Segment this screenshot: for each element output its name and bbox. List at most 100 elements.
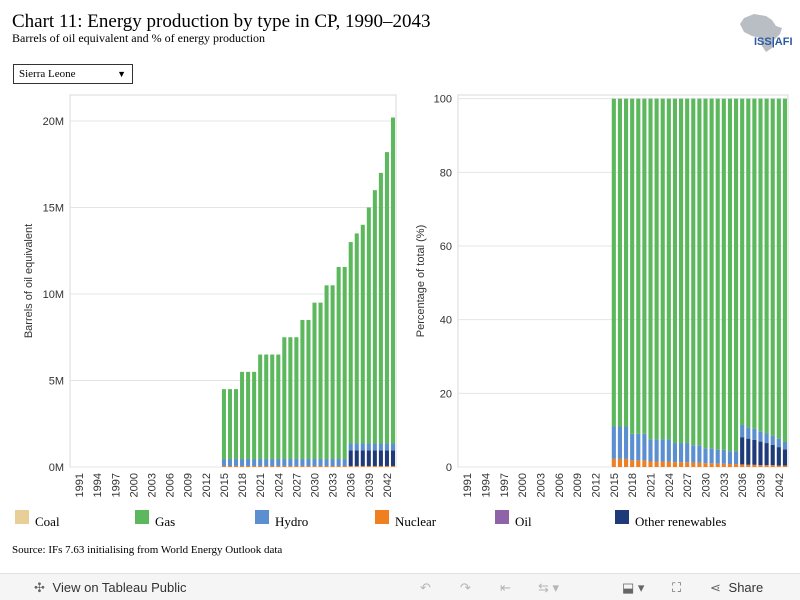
bar-segment-gas — [636, 98, 641, 434]
x-tick-label: 2030 — [310, 473, 322, 497]
bar-segment-nuclear — [348, 465, 353, 467]
bar-segment-hydro — [318, 459, 323, 466]
bar-segment-nuclear — [611, 458, 616, 467]
bar-segment-gas — [390, 117, 395, 444]
bar-segment-other-renewables — [746, 438, 751, 465]
y-tick-label: 20 — [440, 388, 452, 400]
bar-segment-gas — [282, 337, 287, 460]
bar-segment-gas — [666, 98, 671, 440]
bar-segment-hydro — [636, 433, 641, 461]
legend-label-gas: Gas — [155, 514, 176, 529]
bar-segment-gas — [264, 354, 269, 460]
y-tick-label: 80 — [440, 167, 452, 179]
bar-segment-gas — [758, 98, 763, 432]
bar-segment-nuclear — [240, 465, 245, 467]
bar-segment-hydro — [312, 459, 317, 466]
bar-segment-gas — [227, 389, 232, 460]
bar-segment-nuclear — [234, 465, 239, 467]
bar-segment-nuclear — [264, 465, 269, 467]
bar-segment-gas — [221, 389, 226, 460]
x-tick-label: 1991 — [462, 473, 474, 497]
x-tick-label: 2033 — [328, 473, 340, 497]
download-icon[interactable]: ⬓ ▾ — [622, 580, 645, 595]
bar-segment-nuclear — [360, 465, 365, 467]
bar-segment-gas — [372, 190, 377, 444]
logo-text: ISS|AFI — [754, 36, 792, 48]
y-tick-label: 20M — [43, 116, 64, 128]
redo-icon[interactable]: ↷ — [460, 580, 471, 595]
bar-segment-gas — [234, 389, 239, 460]
bar-segment-nuclear — [721, 463, 726, 467]
x-tick-label: 2036 — [346, 473, 358, 497]
bar-segment-gas — [611, 98, 616, 427]
bar-segment-gas — [270, 354, 275, 460]
bar-segment-nuclear — [300, 465, 305, 467]
view-on-tableau-label: View on Tableau Public — [52, 580, 187, 595]
bar-segment-nuclear — [288, 465, 293, 467]
bar-segment-hydro — [384, 443, 389, 451]
bar-segment-gas — [734, 98, 739, 452]
bar-segment-gas — [252, 371, 257, 460]
bar-segment-nuclear — [636, 460, 641, 467]
bar-segment-gas — [703, 98, 708, 449]
bar-segment-hydro — [660, 439, 665, 462]
x-tick-label: 2009 — [183, 473, 195, 497]
share-button[interactable]: ⋖ Share — [710, 580, 763, 596]
bar-segment-hydro — [276, 459, 281, 466]
x-tick-label: 2024 — [273, 473, 285, 497]
bar-segment-hydro — [679, 443, 684, 463]
y-axis-label: Barrels of oil equivalent — [23, 224, 35, 338]
bar-segment-nuclear — [252, 465, 257, 467]
bar-segment-hydro — [282, 459, 287, 466]
bar-segment-nuclear — [672, 462, 677, 467]
bar-segment-gas — [721, 98, 726, 450]
bar-segment-hydro — [752, 428, 757, 440]
refresh-icon[interactable]: ⇆ ▾ — [538, 580, 560, 595]
y-tick-label: 40 — [440, 315, 452, 327]
bar-segment-nuclear — [746, 464, 751, 467]
x-tick-label: 2033 — [719, 473, 731, 497]
bar-segment-other-renewables — [348, 450, 353, 466]
x-tick-label: 1997 — [499, 473, 511, 497]
revert-icon[interactable]: ⇤ — [500, 580, 511, 595]
legend-swatch-oil — [495, 510, 509, 524]
iss-logo: ISS|AFI — [740, 14, 792, 52]
bar-segment-nuclear — [740, 464, 745, 467]
x-tick-label: 2009 — [572, 473, 584, 497]
bar-segment-nuclear — [660, 461, 665, 467]
bar-segment-hydro — [378, 443, 383, 451]
bar-segment-gas — [240, 371, 245, 460]
bar-segment-nuclear — [324, 465, 329, 467]
bar-segment-hydro — [372, 443, 377, 451]
x-tick-label: 2042 — [382, 473, 394, 497]
bar-segment-nuclear — [703, 463, 708, 467]
share-label: Share — [728, 580, 764, 595]
bar-segment-hydro — [697, 445, 702, 463]
bar-segment-hydro — [227, 459, 232, 466]
bar-segment-hydro — [703, 448, 708, 464]
bar-segment-gas — [384, 152, 389, 444]
bar-segment-nuclear — [709, 463, 714, 467]
view-on-tableau-button[interactable]: ✣ View on Tableau Public — [34, 580, 186, 596]
bar-segment-gas — [360, 224, 365, 444]
bar-segment-gas — [330, 285, 335, 460]
undo-icon[interactable]: ↶ — [420, 580, 431, 595]
bar-segment-gas — [654, 98, 659, 440]
y-tick-label: 15M — [43, 202, 64, 214]
legend-label-coal: Coal — [35, 514, 60, 529]
bar-segment-hydro — [294, 459, 299, 466]
fullscreen-icon[interactable]: ⛶ — [672, 580, 682, 595]
bar-segment-hydro — [264, 459, 269, 466]
chart-title: Chart 11: Energy production by type in C… — [12, 11, 431, 32]
x-tick-label: 2021 — [646, 473, 658, 497]
bar-segment-hydro — [734, 451, 739, 465]
bar-segment-nuclear — [654, 461, 659, 467]
bar-segment-other-renewables — [740, 437, 745, 465]
bar-segment-gas — [342, 266, 347, 460]
country-dropdown[interactable]: Sierra Leone ▼ — [13, 64, 133, 84]
bar-segment-hydro — [611, 426, 616, 459]
x-tick-label: 2012 — [201, 473, 213, 497]
charts-area: 0M 5M 10M 15M 20M Barrels of oil equivalent 19… — [23, 94, 789, 497]
bar-segment-hydro — [691, 445, 696, 463]
bar-segment-hydro — [336, 459, 341, 466]
